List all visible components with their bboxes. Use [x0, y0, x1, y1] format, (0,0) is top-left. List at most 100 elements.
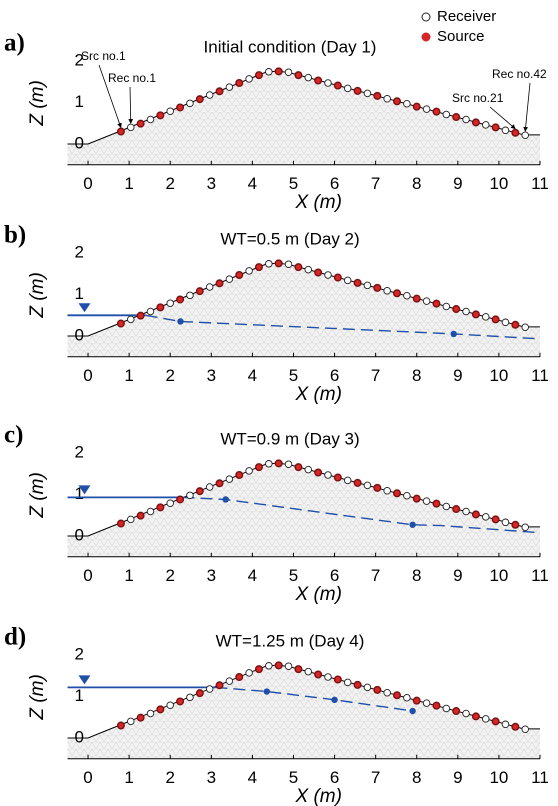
source: [215, 279, 224, 288]
receiver: [521, 131, 529, 140]
source: [136, 511, 145, 520]
receiver: [403, 99, 411, 108]
source: [254, 263, 263, 272]
receiver: [146, 507, 155, 516]
panel-label: d): [4, 624, 26, 651]
receiver: [205, 283, 214, 291]
y-axis-label: Z (m): [27, 674, 48, 720]
source: [452, 505, 461, 514]
x-tick-label: 1: [124, 174, 133, 193]
annotation: Src no.1: [81, 49, 126, 63]
source: [274, 67, 283, 76]
receiver: [462, 115, 470, 124]
receiver: [225, 275, 234, 283]
source: [274, 459, 283, 468]
source: [215, 681, 224, 690]
annotation-arrow: [128, 86, 134, 124]
x-tick-label: 3: [207, 366, 216, 385]
receiver: [284, 662, 293, 670]
source: [294, 263, 303, 272]
legend-marker: [421, 32, 431, 42]
y-tick-label: 2: [75, 442, 84, 461]
receiver: [482, 715, 490, 723]
x-axis-label: X (m): [295, 192, 342, 213]
source: [195, 95, 204, 104]
annotation: Rec no.42: [492, 67, 547, 81]
x-tick-label: 6: [330, 366, 339, 385]
well-point: [409, 707, 416, 715]
panel-label: b): [4, 222, 26, 249]
receiver: [205, 91, 214, 99]
receiver: [324, 471, 332, 479]
x-tick-label: 0: [83, 174, 92, 193]
source: [156, 503, 165, 512]
receiver: [186, 693, 194, 702]
x-tick-label: 11: [531, 174, 549, 193]
receiver: [245, 75, 253, 83]
source: [195, 689, 204, 698]
x-tick-label: 1: [124, 768, 133, 787]
source: [491, 315, 500, 324]
receiver: [166, 107, 174, 115]
receiver: [442, 302, 451, 311]
x-tick-label: 0: [83, 366, 92, 385]
source: [373, 283, 382, 292]
x-tick-label: 3: [207, 768, 216, 787]
source: [471, 310, 480, 319]
receiver: [343, 84, 352, 93]
x-axis-label: X (m): [295, 786, 342, 806]
well-point: [222, 496, 229, 503]
source: [432, 299, 441, 308]
y-tick-label: 0: [75, 133, 84, 152]
receiver: [304, 465, 313, 474]
source: [333, 273, 342, 282]
source: [393, 691, 402, 700]
receiver: [521, 725, 529, 734]
y-tick-label: 0: [75, 727, 84, 746]
ground-fill: [67, 263, 540, 357]
source: [432, 701, 441, 710]
panel-title: WT=0.9 m (Day 3): [220, 429, 359, 448]
receiver: [265, 68, 273, 76]
x-tick-label: 8: [412, 566, 421, 585]
x-tick-label: 6: [330, 566, 339, 585]
source: [491, 515, 500, 524]
receiver: [462, 507, 470, 516]
receiver: [304, 265, 313, 274]
source: [511, 128, 520, 137]
source: [195, 287, 204, 296]
receiver: [245, 267, 253, 275]
x-tick-label: 3: [207, 566, 216, 585]
source: [215, 479, 224, 488]
source: [373, 91, 382, 100]
x-tick-label: 8: [412, 366, 421, 385]
receiver: [343, 276, 352, 285]
receiver: [501, 318, 510, 327]
receiver: [186, 291, 194, 300]
source: [136, 119, 145, 128]
source: [195, 487, 204, 496]
receiver: [324, 673, 332, 681]
source: [511, 722, 520, 731]
source: [294, 463, 303, 472]
receiver: [324, 79, 332, 87]
x-tick-label: 6: [330, 768, 339, 787]
x-tick-label: 7: [371, 366, 380, 385]
receiver: [127, 315, 135, 324]
x-tick-label: 4: [248, 566, 257, 585]
ground-fill: [67, 463, 540, 557]
x-tick-label: 5: [289, 566, 298, 585]
well-point: [450, 330, 457, 338]
receiver: [482, 513, 490, 521]
source: [471, 712, 480, 721]
source: [235, 470, 244, 479]
source: [314, 268, 323, 277]
x-tick-label: 10: [489, 768, 508, 787]
source: [176, 495, 185, 504]
y-axis-label: Z (m): [27, 80, 48, 126]
receiver: [146, 307, 155, 316]
receiver: [383, 487, 391, 495]
x-tick-label: 4: [248, 366, 257, 385]
y-tick-label: 2: [75, 50, 84, 69]
